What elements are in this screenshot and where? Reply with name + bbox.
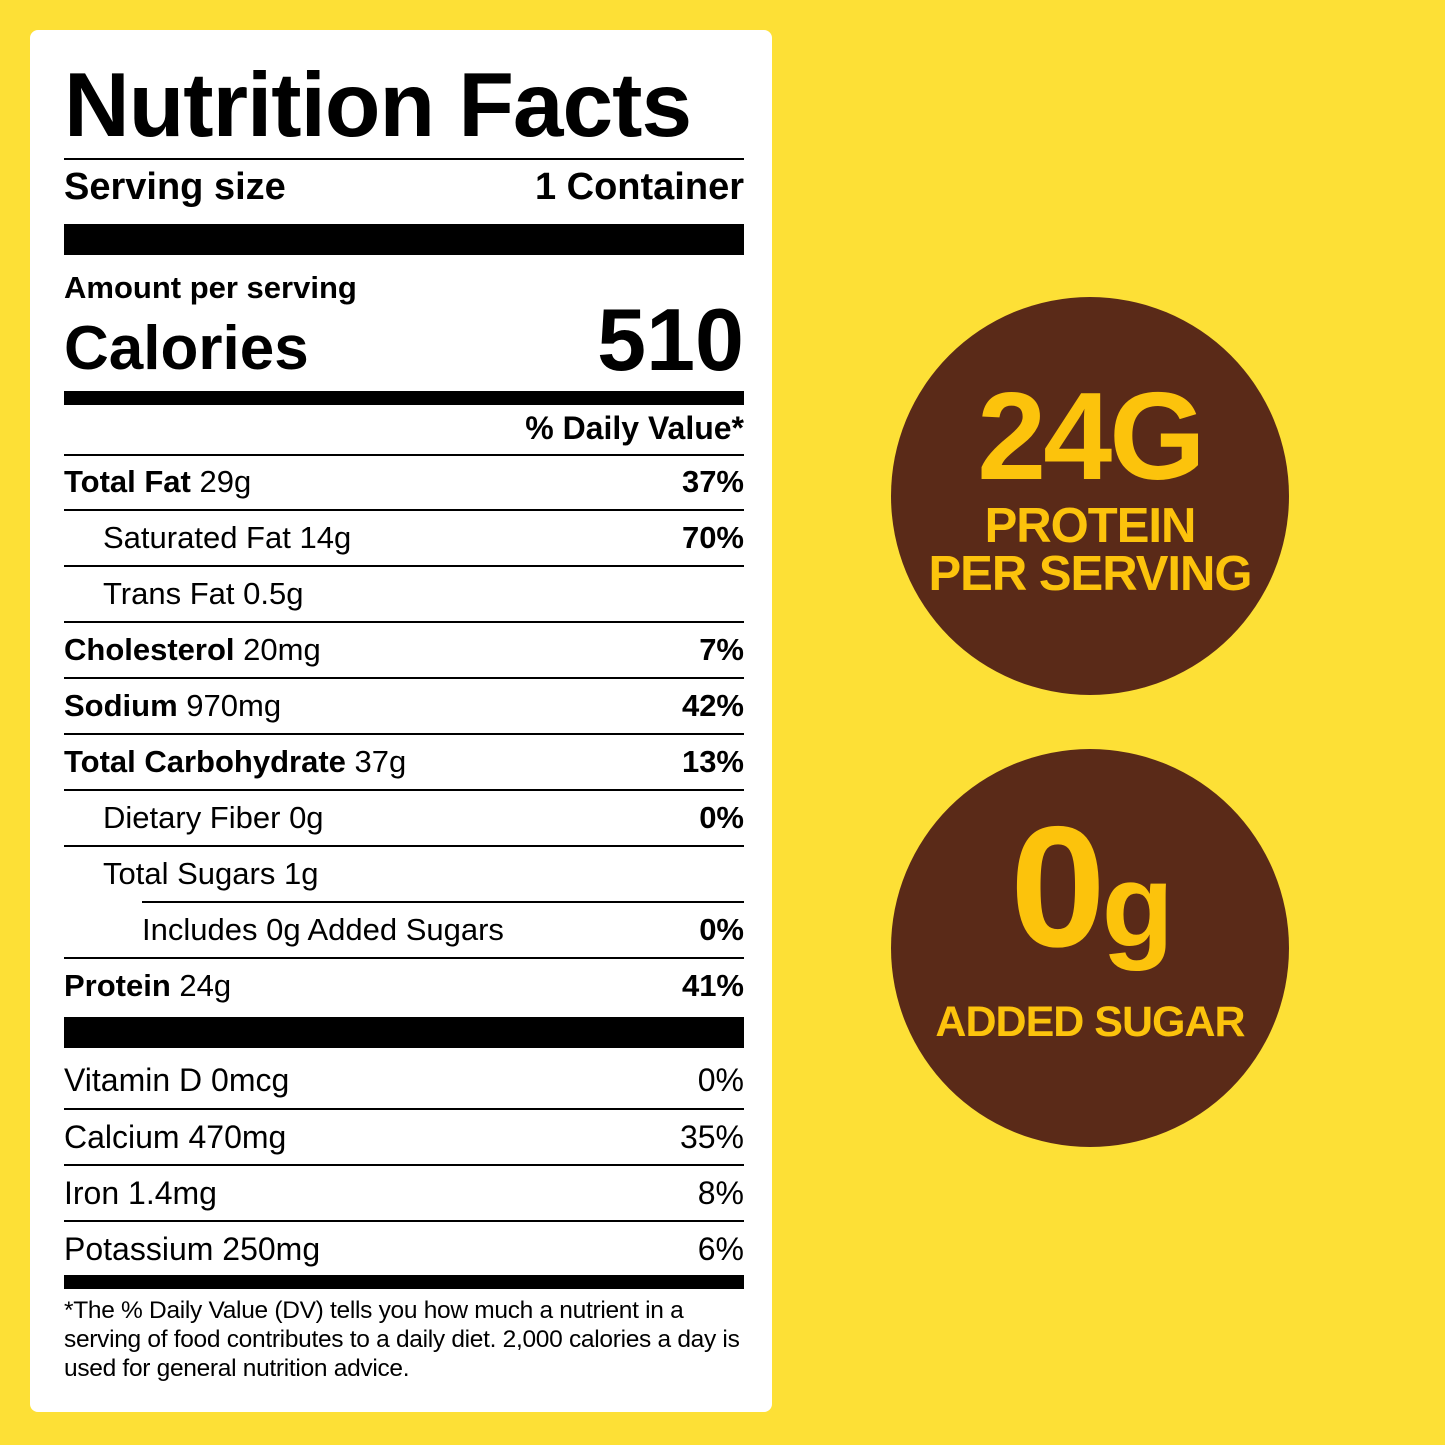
protein-badge-amount: 24G — [977, 368, 1205, 506]
divider-thin — [64, 158, 744, 160]
added-sugar-badge: 0g ADDED SUGAR — [891, 749, 1289, 1147]
nutrition-facts-panel: Nutrition Facts Serving size 1 Container… — [30, 30, 772, 1412]
amount-per-serving: Amount per serving — [64, 270, 357, 305]
added-sugar-badge-caption: ADDED SUGAR — [935, 998, 1245, 1046]
nutrient-label: Total Sugars 1g — [103, 856, 319, 891]
protein-badge-caption: PROTEIN PER SERVING — [871, 499, 1309, 601]
divider-thin — [64, 957, 744, 959]
divider-thick — [64, 224, 744, 255]
nutrient-label: Includes 0g Added Sugars — [142, 912, 504, 947]
added-sugar-badge-amount: 0g — [891, 801, 1289, 973]
protein-badge-line1: PROTEIN — [984, 499, 1197, 553]
divider-thin — [64, 1220, 744, 1222]
vitamin-daily-value: 6% — [697, 1230, 744, 1267]
nutrient-daily-value: 37% — [681, 464, 744, 499]
nutrient-row-sodium: Sodium 970mg 42% — [64, 678, 744, 734]
nutrient-row-dietary-fiber: Dietary Fiber 0g 0% — [64, 790, 744, 846]
divider-thin — [64, 565, 744, 567]
nutrient-row-saturated-fat: Saturated Fat 14g 70% — [64, 510, 744, 566]
divider-thin — [64, 1108, 744, 1110]
vitamin-label: Vitamin D 0mcg — [64, 1061, 290, 1098]
nutrient-label: Total Fat 29g — [64, 464, 252, 499]
vitamin-daily-value: 8% — [697, 1174, 744, 1211]
daily-value-footnote: *The % Daily Value (DV) tells you how mu… — [64, 1297, 740, 1382]
divider-thin — [64, 621, 744, 623]
divider-medium — [64, 391, 744, 405]
divider-thin — [64, 1164, 744, 1166]
serving-size-value: 1 Container — [534, 166, 744, 208]
nutrient-daily-value: 70% — [681, 520, 744, 555]
calories-label: Calories — [64, 314, 309, 383]
nutrient-label: Total Carbohydrate 37g — [64, 744, 407, 779]
nutrient-row-protein: Protein 24g 41% — [64, 958, 744, 1014]
divider-thin — [64, 733, 744, 735]
calories-value: 510 — [597, 290, 744, 389]
nutrient-row-total-sugars: Total Sugars 1g — [64, 846, 744, 902]
vitamin-row-calcium: Calcium 470mg 35% — [64, 1109, 744, 1165]
nutrient-label: Cholesterol 20mg — [64, 632, 321, 667]
vitamin-row-potassium: Potassium 250mg 6% — [64, 1221, 744, 1277]
nutrient-label: Saturated Fat 14g — [103, 520, 352, 555]
nutrient-row-total-fat: Total Fat 29g 37% — [64, 454, 744, 510]
nutrient-row-total-carbohydrate: Total Carbohydrate 37g 13% — [64, 734, 744, 790]
nutrient-daily-value: 0% — [699, 800, 744, 835]
vitamin-daily-value: 0% — [697, 1061, 744, 1098]
serving-size-row: Serving size 1 Container — [64, 166, 744, 209]
divider-medium — [64, 1275, 744, 1289]
vitamin-daily-value: 35% — [679, 1118, 744, 1155]
divider-thin — [64, 509, 744, 511]
calories-row: Calories 510 — [64, 296, 744, 384]
protein-badge-line2: PER SERVING — [928, 547, 1252, 601]
nutrition-facts-title: Nutrition Facts — [64, 55, 692, 156]
nutrient-label: Dietary Fiber 0g — [103, 800, 324, 835]
nutrient-daily-value: 42% — [681, 688, 744, 723]
nutrient-row-added-sugars: Includes 0g Added Sugars 0% — [64, 902, 744, 958]
nutrient-row-cholesterol: Cholesterol 20mg 7% — [64, 622, 744, 678]
nutrient-label: Trans Fat 0.5g — [103, 576, 304, 611]
divider-thin — [64, 677, 744, 679]
vitamin-label: Potassium 250mg — [64, 1230, 321, 1267]
divider-thin — [64, 845, 744, 847]
divider-thin — [64, 789, 744, 791]
nutrient-daily-value: 41% — [681, 968, 744, 1003]
divider-thin — [142, 901, 744, 903]
nutrient-daily-value: 0% — [699, 912, 744, 947]
added-sugar-badge-unit: g — [1101, 840, 1174, 972]
vitamin-label: Calcium 470mg — [64, 1118, 287, 1155]
protein-badge: 24G PROTEIN PER SERVING — [891, 297, 1289, 695]
added-sugar-badge-number: 0 — [1010, 791, 1106, 983]
nutrient-label: Sodium 970mg — [64, 688, 282, 723]
nutrient-daily-value: 7% — [699, 632, 744, 667]
vitamin-label: Iron 1.4mg — [64, 1174, 217, 1211]
nutrient-row-trans-fat: Trans Fat 0.5g — [64, 566, 744, 622]
divider-thin — [64, 454, 744, 456]
divider-thick — [64, 1017, 744, 1048]
vitamin-row-iron: Iron 1.4mg 8% — [64, 1165, 744, 1221]
serving-size-label: Serving size — [64, 166, 286, 208]
daily-value-header: % Daily Value* — [525, 410, 744, 446]
nutrient-label: Protein 24g — [64, 968, 232, 1003]
nutrient-daily-value: 13% — [681, 744, 744, 779]
vitamin-row-vitamin-d: Vitamin D 0mcg 0% — [64, 1052, 744, 1108]
